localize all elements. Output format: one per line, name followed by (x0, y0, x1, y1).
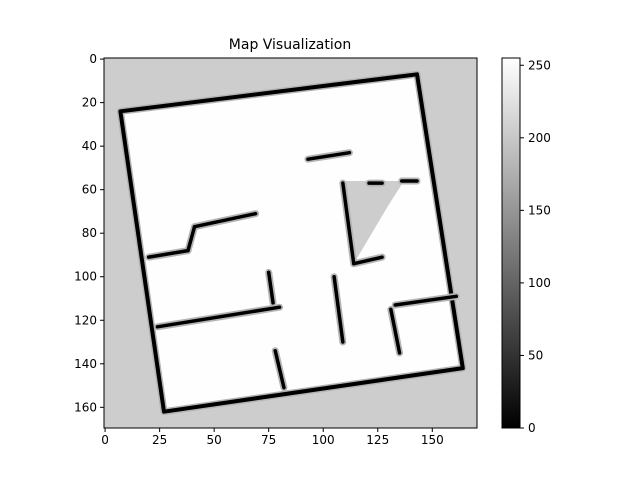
free-space (116, 70, 467, 416)
x-tick-label: 100 (312, 433, 335, 447)
y-axis: 0 20 40 60 80 100 120 140 160 (74, 52, 104, 414)
y-tick-label: 60 (82, 183, 97, 197)
interior-wall (192, 211, 258, 229)
y-tick-label: 0 (89, 52, 97, 66)
interior-wall (186, 224, 197, 253)
interior-wall (155, 305, 282, 329)
colorbar-tick-label: 200 (528, 131, 551, 145)
interior-wall (266, 270, 275, 305)
colorbar-tick-label: 0 (528, 421, 536, 435)
y-tick-label: 20 (82, 96, 97, 110)
colorbar-gradient (501, 57, 521, 429)
interior-wall (389, 307, 402, 355)
y-tick-label: 160 (74, 400, 97, 414)
x-tick-label: 125 (366, 433, 389, 447)
interior-wall (306, 150, 352, 161)
y-tick-label: 140 (74, 357, 97, 371)
unknown-region (342, 180, 404, 264)
colorbar-tick-label: 100 (528, 276, 551, 290)
interior-wall (352, 255, 384, 266)
interior-wall (341, 181, 356, 266)
colorbar-tick-label: 50 (528, 348, 543, 362)
x-tick-label: 75 (261, 433, 276, 447)
interior-wall (273, 348, 286, 390)
interior-wall (332, 274, 345, 344)
y-tick-label: 120 (74, 313, 97, 327)
chart-title: Map Visualization (229, 37, 351, 53)
outer-wall (118, 72, 465, 414)
y-tick-label: 40 (82, 139, 97, 153)
x-tick-label: 0 (101, 433, 109, 447)
plot-area (103, 57, 478, 429)
interior-wall (146, 248, 190, 259)
plot-frame (103, 57, 478, 429)
x-tick-label: 25 (152, 433, 167, 447)
colorbar: 0 50 100 150 200 250 (501, 57, 551, 435)
colorbar-tick-label: 250 (528, 58, 551, 72)
x-tick-label: 150 (421, 433, 444, 447)
x-axis: 0 25 50 75 100 125 150 (101, 428, 444, 447)
y-tick-label: 80 (82, 226, 97, 240)
colorbar-tick-label: 150 (528, 203, 551, 217)
y-tick-label: 100 (74, 270, 97, 284)
interior-wall (393, 294, 459, 307)
x-tick-label: 50 (207, 433, 222, 447)
